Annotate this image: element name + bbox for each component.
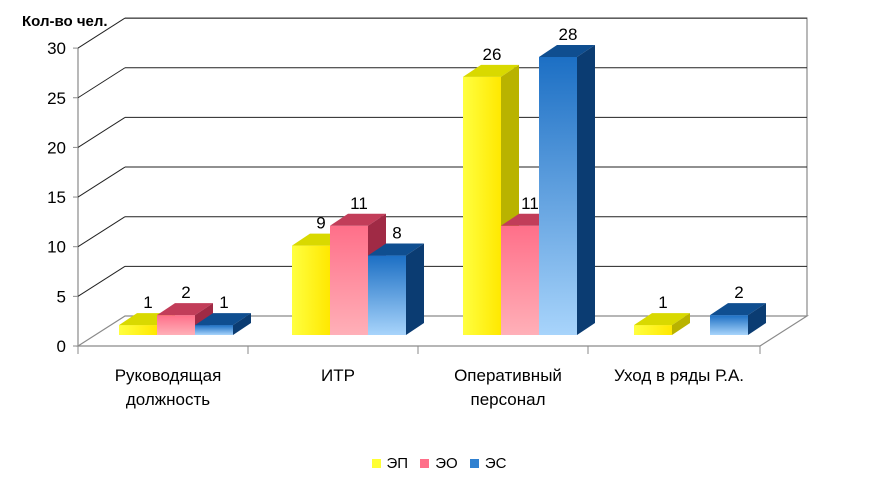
y-tick-label: 10	[47, 238, 66, 257]
gridline-side	[77, 265, 126, 297]
data-label: 1	[143, 293, 152, 312]
bars: 1 2 1 9 11 8 26 11 28 1 2	[119, 25, 766, 336]
bar-top	[710, 303, 766, 316]
bar: 8	[368, 224, 424, 335]
x-category-label: ИТР	[321, 366, 355, 385]
bar-front	[368, 255, 406, 335]
bar-side	[577, 44, 595, 336]
bar-side	[672, 313, 690, 335]
x-category-label: должность	[126, 390, 210, 409]
bar-top	[157, 303, 213, 316]
bar-front	[539, 56, 577, 336]
bar-front	[501, 225, 539, 335]
y-tick-label: 15	[47, 188, 66, 207]
data-label: 1	[658, 293, 667, 312]
bar-top	[634, 313, 690, 326]
legend-swatch-eo	[420, 459, 430, 468]
bar: 1	[195, 293, 251, 335]
y-axis-title: Кол-во чел.	[22, 13, 108, 30]
y-tick-label: 0	[57, 337, 66, 356]
data-label: 11	[350, 194, 368, 213]
bar-side	[748, 303, 766, 335]
legend: ЭП ЭО ЭС	[0, 455, 878, 472]
data-label: 26	[483, 45, 502, 64]
data-label: 11	[521, 194, 539, 213]
bar-front	[330, 225, 368, 335]
x-category-label: Руководящая	[115, 366, 222, 385]
bar-side	[233, 313, 251, 335]
gridline-side	[77, 17, 126, 49]
data-label: 1	[219, 293, 228, 312]
gridline-side	[77, 116, 126, 148]
gridline-side	[77, 166, 126, 198]
data-label: 28	[559, 25, 578, 44]
legend-label-es: ЭС	[484, 455, 507, 472]
bar-top	[463, 64, 519, 77]
data-label: 2	[734, 283, 743, 302]
bar-side	[406, 243, 424, 335]
legend-label-eo: ЭО	[435, 455, 458, 472]
bar-front	[195, 325, 233, 335]
legend-swatch-es	[469, 459, 479, 468]
bar-front	[710, 315, 748, 335]
x-axis-categories: Руководящая должность ИТР Оперативный персон…	[77, 346, 761, 409]
bar-front	[292, 245, 330, 335]
y-tick-label: 5	[57, 287, 66, 306]
bar-front	[119, 325, 157, 335]
bar-front	[157, 315, 195, 335]
y-axis-ticks: 0 5 10 15 20 25 30	[47, 39, 78, 356]
y-tick-label: 20	[47, 138, 66, 157]
data-label: 9	[316, 214, 325, 233]
gridline-side	[77, 216, 126, 248]
legend-item-eo: ЭО	[420, 455, 458, 472]
y-tick-label: 25	[47, 89, 66, 108]
bar-top	[195, 313, 251, 326]
bar-front	[463, 76, 501, 335]
gridline-side	[77, 67, 126, 99]
bar-top	[330, 213, 386, 226]
legend-swatch-ep	[371, 459, 381, 468]
legend-item-ep: ЭП	[371, 455, 409, 472]
data-label: 2	[181, 283, 190, 302]
bar: 28	[539, 25, 595, 336]
y-tick-label: 30	[47, 39, 66, 58]
legend-label-ep: ЭП	[386, 455, 409, 472]
bar-top	[368, 243, 424, 256]
legend-item-es: ЭС	[469, 455, 507, 472]
x-category-label: Уход в ряды Р.А.	[614, 366, 744, 385]
bar-top	[539, 44, 595, 57]
bar: 2	[710, 283, 766, 335]
x-category-label: Оперативный	[454, 366, 562, 385]
bar: 1	[634, 293, 690, 335]
data-label: 8	[392, 224, 401, 243]
x-category-label: персонал	[470, 390, 545, 409]
bar-front	[634, 325, 672, 335]
